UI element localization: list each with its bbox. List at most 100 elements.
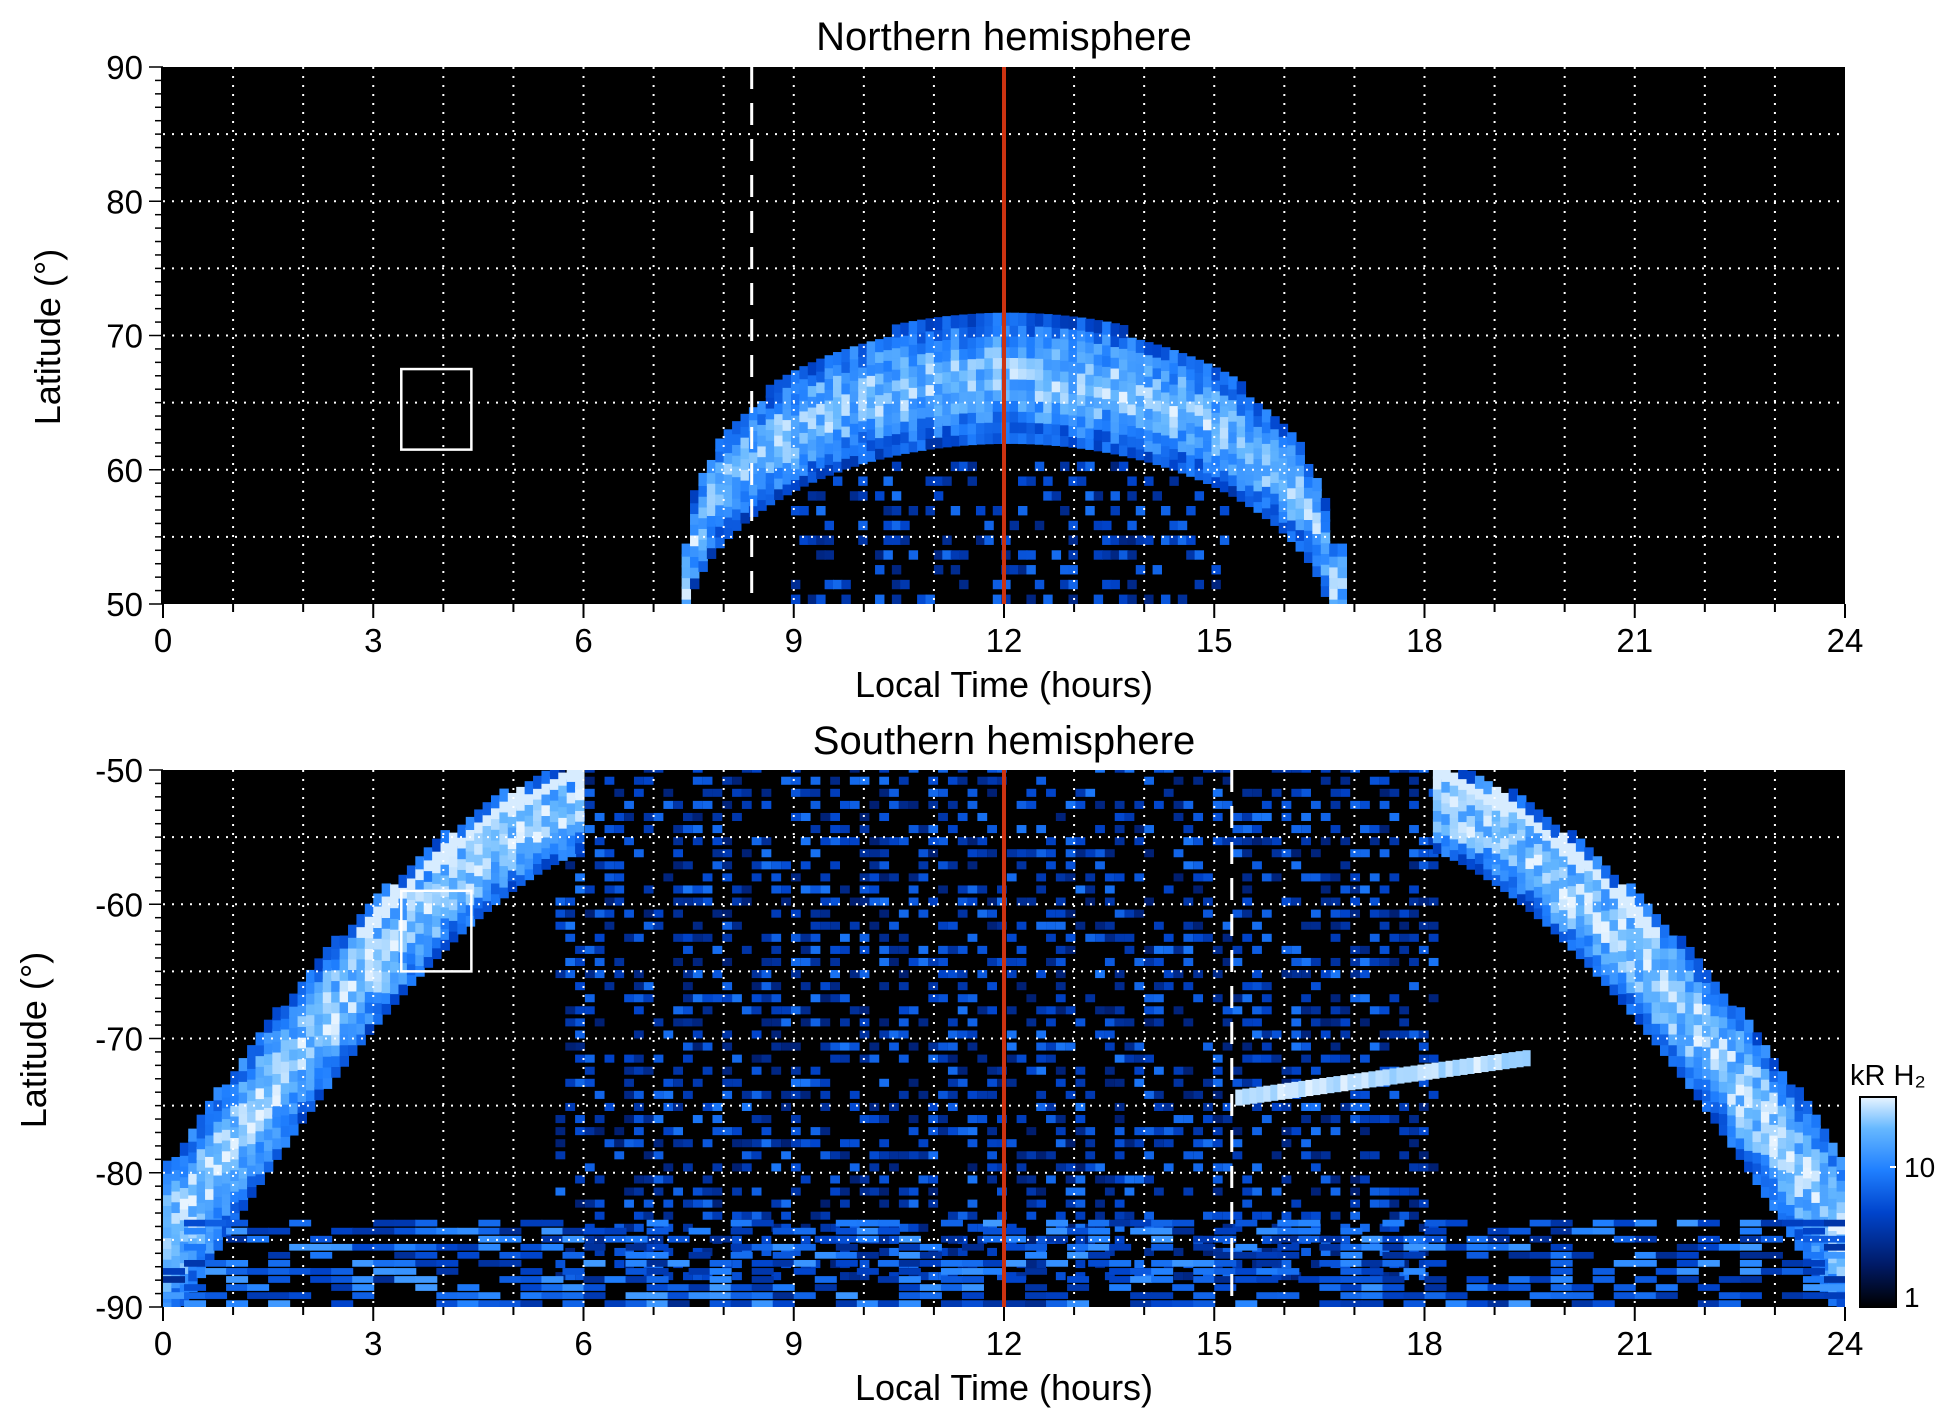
oval-cell xyxy=(942,391,952,405)
polar-cell xyxy=(575,1199,585,1208)
oval-cell xyxy=(908,439,919,453)
oval-cell xyxy=(849,346,860,360)
arc-cell xyxy=(562,1268,585,1275)
oval-cell xyxy=(1135,404,1146,418)
oval-cell xyxy=(1060,358,1070,372)
polar-cell xyxy=(1212,788,1223,797)
oval-cell xyxy=(263,1105,274,1119)
northern-grid xyxy=(163,67,1845,604)
arc-cell xyxy=(1235,1268,1258,1275)
oval-cell xyxy=(1836,1296,1845,1307)
oval-cell xyxy=(1018,323,1028,337)
oval-cell xyxy=(824,365,834,380)
polar-cell xyxy=(594,861,605,870)
polar-cell xyxy=(771,994,782,1003)
polar-cell xyxy=(1360,1151,1370,1160)
oval-cell xyxy=(465,827,476,841)
arc-cell xyxy=(1361,1276,1384,1283)
oval-cell xyxy=(1194,392,1205,406)
polar-cell xyxy=(1114,1018,1125,1027)
oval-cell xyxy=(415,909,425,924)
oval-cell xyxy=(1177,353,1188,367)
polar-cell xyxy=(1018,476,1028,486)
oval-cell xyxy=(1718,1047,1729,1061)
oval-cell xyxy=(247,1098,257,1112)
polar-cell xyxy=(987,1066,997,1075)
polar-cell xyxy=(889,1042,899,1051)
polar-cell xyxy=(1271,1151,1282,1160)
oval-cell xyxy=(1211,421,1221,435)
arc-cell xyxy=(1025,1243,1048,1251)
arc-cell xyxy=(1067,1284,1090,1291)
polar-cell xyxy=(1360,1115,1370,1124)
arc-cell xyxy=(1109,1219,1132,1227)
oval-cell xyxy=(875,435,885,449)
oval-cell xyxy=(1219,393,1230,407)
polar-cell xyxy=(918,1151,929,1160)
southern-y-axis-label: Latitude (°) xyxy=(13,952,54,1128)
polar-cell xyxy=(1127,594,1137,604)
polar-cell xyxy=(594,933,605,942)
polar-cell xyxy=(1428,1054,1439,1063)
oval-cell xyxy=(698,558,708,572)
polar-cell xyxy=(1418,1151,1429,1160)
polar-cell xyxy=(1252,945,1262,954)
oval-cell xyxy=(1329,565,1339,579)
oval-cell xyxy=(1609,971,1619,985)
polar-cell xyxy=(702,788,713,797)
polar-cell xyxy=(859,1260,870,1269)
oval-cell xyxy=(1676,946,1687,960)
polar-cell xyxy=(692,1272,703,1281)
polar-cell xyxy=(1153,982,1164,991)
oval-cell xyxy=(314,1065,324,1079)
oval-cell xyxy=(1441,833,1451,847)
polar-cell xyxy=(957,970,968,979)
oval-cell xyxy=(1026,388,1036,402)
polar-cell xyxy=(1065,873,1076,882)
arc-cell xyxy=(1298,1227,1321,1235)
polar-cell xyxy=(1144,1054,1154,1063)
polar-cell xyxy=(898,776,909,785)
oval-cell xyxy=(213,1119,223,1133)
oval-cell xyxy=(1676,967,1687,982)
oval-cell xyxy=(1727,1123,1737,1137)
oval-cell xyxy=(1601,919,1611,933)
oval-cell xyxy=(849,367,860,381)
oval-cell xyxy=(432,924,442,938)
oval-cell xyxy=(1026,356,1036,370)
arc-cell xyxy=(394,1227,417,1235)
oval-cell xyxy=(715,449,725,463)
polar-cell xyxy=(1409,933,1419,942)
arc-cell xyxy=(709,1284,732,1291)
polar-cell xyxy=(992,594,1003,604)
polar-cell xyxy=(653,812,664,822)
oval-cell xyxy=(883,358,893,372)
oval-cell xyxy=(1474,797,1485,811)
arc-cell xyxy=(268,1276,291,1283)
polar-cell xyxy=(1330,1175,1341,1184)
oval-cell xyxy=(757,476,767,490)
oval-cell xyxy=(415,952,425,966)
polar-cell xyxy=(1340,1006,1351,1015)
oval-cell xyxy=(364,1021,375,1035)
oval-cell xyxy=(992,398,1003,412)
oval-cell xyxy=(832,352,843,366)
arc-cell xyxy=(1046,1219,1069,1227)
polar-cell xyxy=(1252,970,1262,979)
oval-cell xyxy=(1500,878,1510,892)
arc-cell xyxy=(1466,1243,1489,1251)
arc-cell xyxy=(667,1260,690,1267)
oval-cell xyxy=(566,801,577,815)
polar-cell xyxy=(692,897,703,906)
polar-cell xyxy=(875,565,885,575)
oval-cell xyxy=(1186,442,1196,456)
polar-cell xyxy=(1193,921,1204,930)
oval-cell xyxy=(1068,434,1078,448)
oval-cell xyxy=(289,1090,299,1104)
oval-cell xyxy=(1337,565,1348,579)
polar-cell xyxy=(633,1139,644,1148)
oval-cell xyxy=(1685,1075,1695,1089)
polar-cell xyxy=(1134,800,1145,809)
polar-cell xyxy=(1369,1151,1380,1160)
oval-cell xyxy=(314,1055,324,1069)
